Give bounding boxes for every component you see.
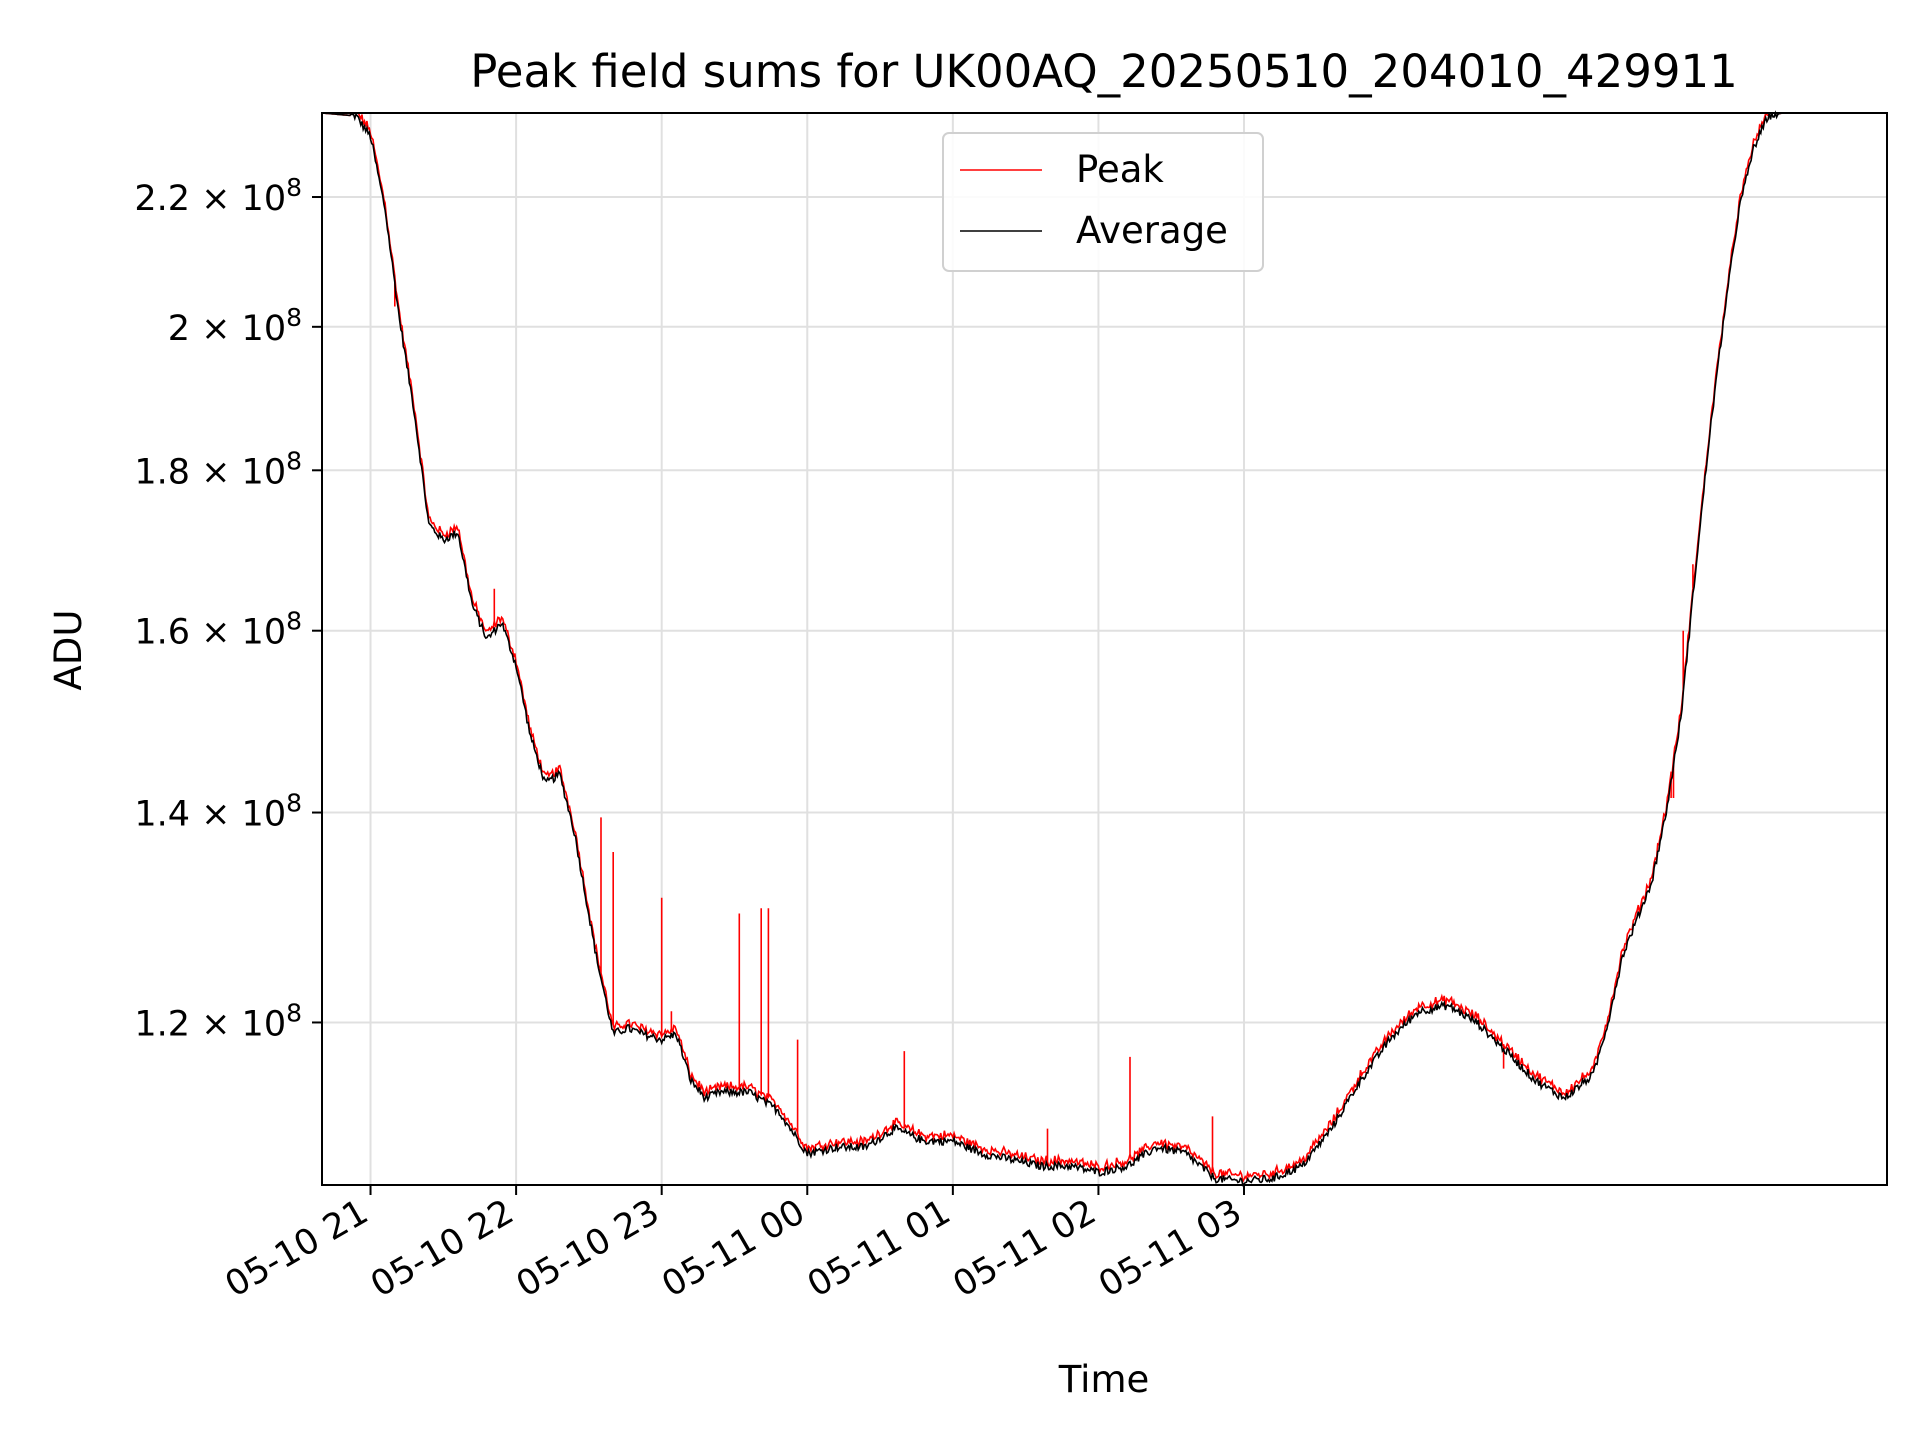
y-tick-label: 2 × 108 [168, 303, 302, 349]
y-tick-label: 1.8 × 108 [134, 446, 302, 492]
legend-box [942, 132, 1264, 272]
plot-frame [321, 112, 1888, 1186]
series-line-peak [321, 112, 1887, 1185]
y-tick-label: 1.2 × 108 [134, 998, 302, 1044]
legend-label-average: Average [1076, 209, 1228, 252]
y-axis: 1.2 × 108 1.4 × 108 1.6 × 108 1.8 × 108 2 × … [134, 173, 322, 1044]
grid [322, 113, 1887, 1185]
legend: Peak Average [942, 132, 1264, 272]
legend-label-peak: Peak [1076, 148, 1164, 191]
chart-title: Peak field sums for UK00AQ_20250510_2040… [470, 45, 1738, 98]
series-layer [321, 110, 1887, 1187]
series-line-average [321, 110, 1887, 1187]
y-tick-label: 1.6 × 108 [134, 607, 302, 653]
y-tick-label: 2.2 × 108 [134, 173, 302, 219]
x-axis-label: Time [1058, 1358, 1150, 1401]
y-axis-label: ADU [47, 610, 90, 691]
y-tick-label: 1.4 × 108 [134, 789, 302, 835]
